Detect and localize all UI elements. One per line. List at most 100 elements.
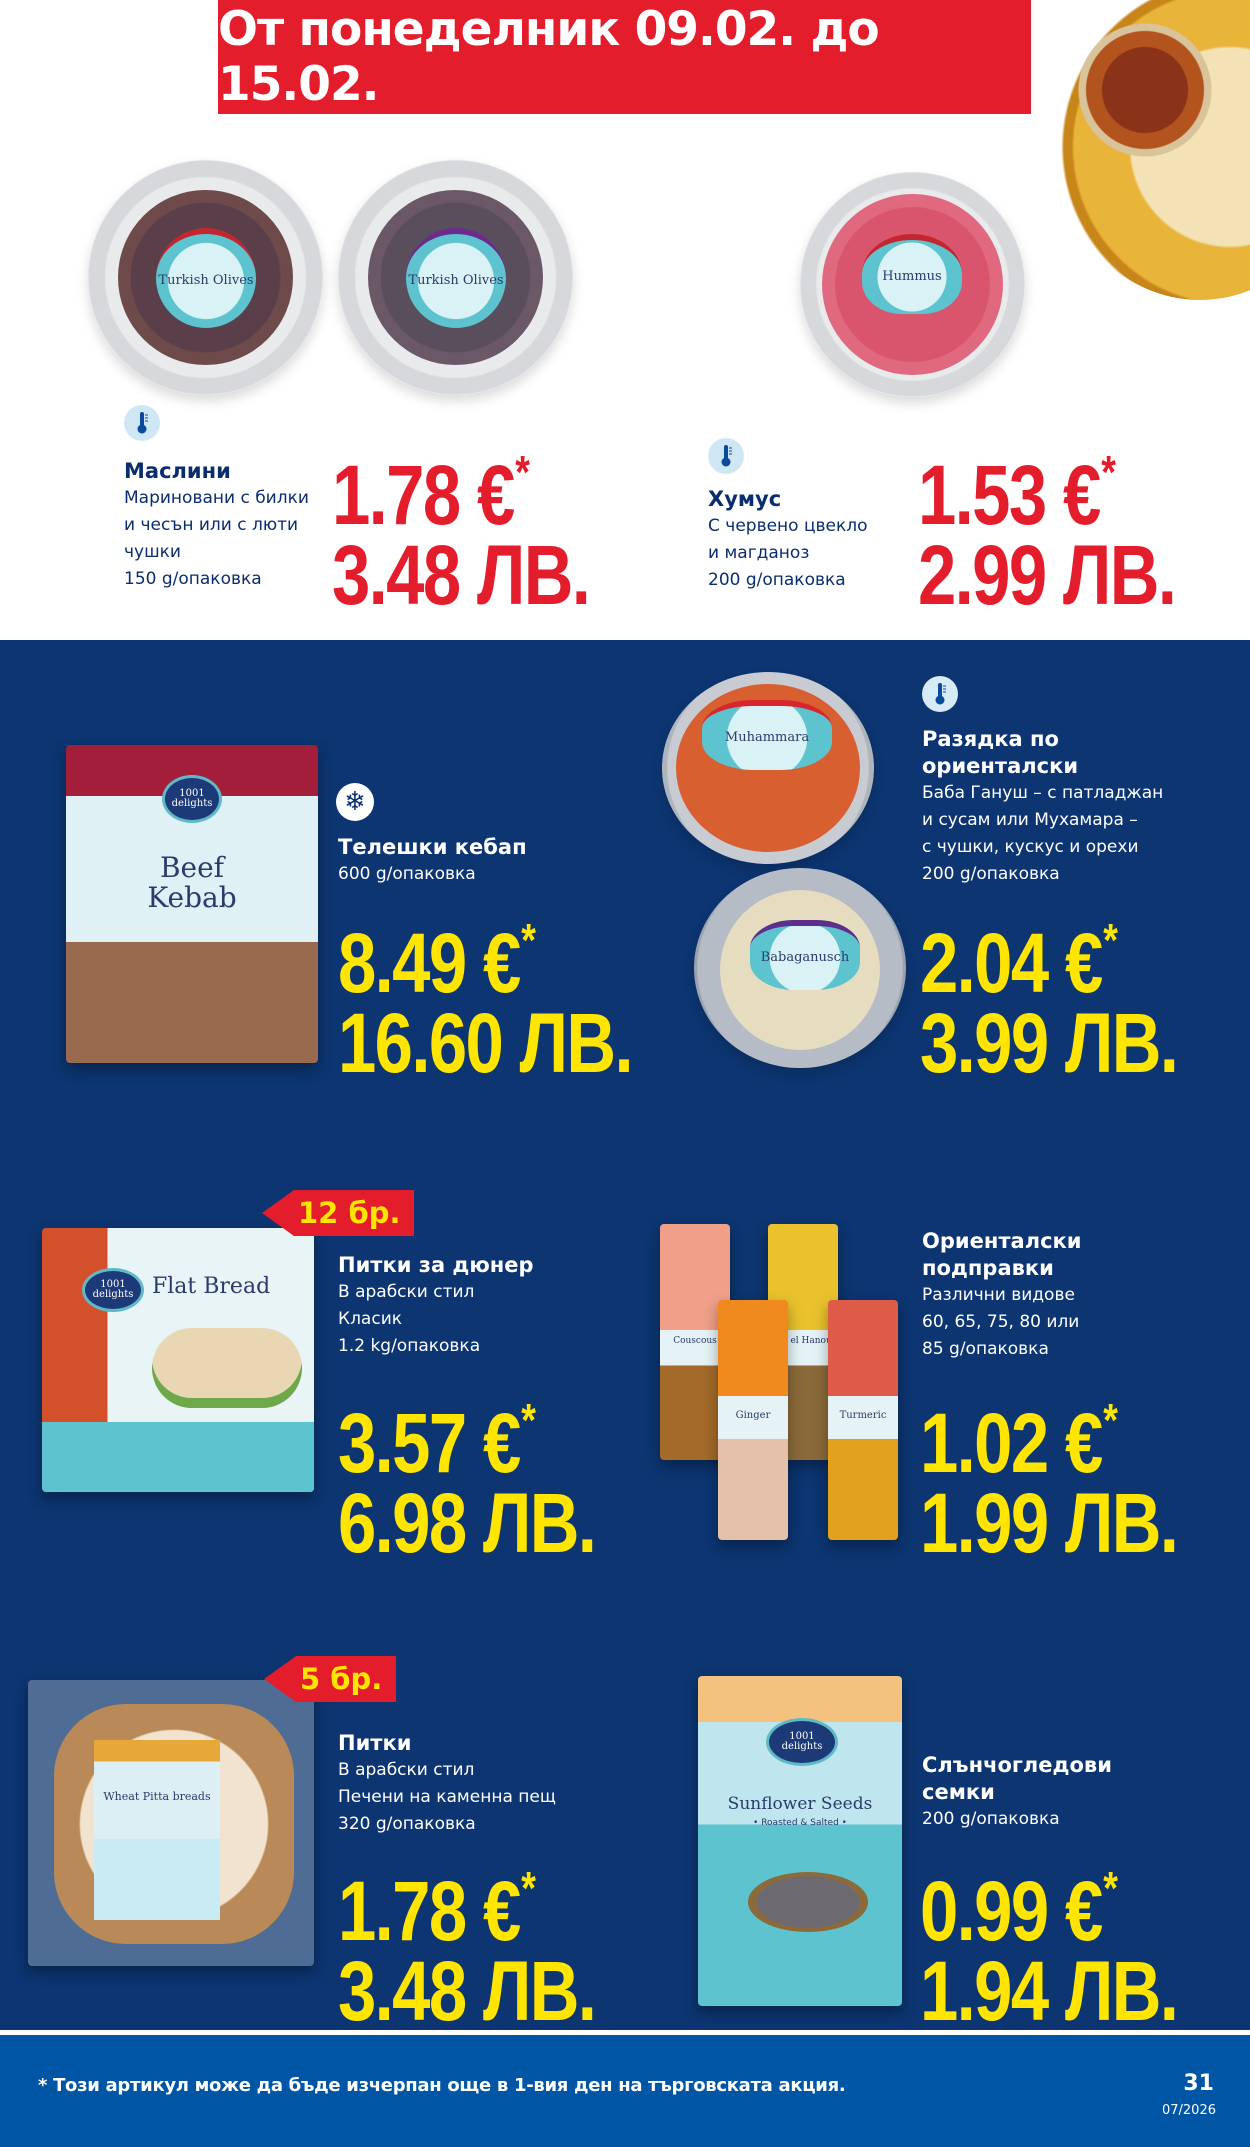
page-number: 31 <box>1183 2071 1214 2096</box>
footer-divider <box>0 2030 1250 2035</box>
product-info-olives: Маслини Мариновани с билки и чесън или с… <box>124 458 334 593</box>
price-bgn: 3.48 ЛВ. <box>338 1944 597 2038</box>
price-asterisk: * <box>521 1862 536 1914</box>
pack-title-line: Kebab <box>147 881 237 914</box>
pack-title-line: Beef <box>159 851 225 884</box>
product-name: Хумус <box>708 487 782 511</box>
olives-tub-image-hot-pepper: Turkish Olives <box>88 160 323 395</box>
price-asterisk: * <box>1101 446 1116 498</box>
price-bgn: 1.99 ЛВ. <box>920 1476 1179 1570</box>
olives-pack-label: Turkish Olives <box>408 272 504 288</box>
price-block-pita: 1.78 €* 3.48 ЛВ. <box>338 1848 597 2038</box>
pack-title: Wheat Pitta breads <box>103 1790 211 1803</box>
product-size: 200 g/опаковка <box>708 570 846 590</box>
price-bgn: 16.60 ЛВ. <box>338 996 634 1090</box>
price-bgn: 3.48 ЛВ. <box>332 528 591 622</box>
pack-subtitle: • Roasted & Salted • <box>753 1818 847 1828</box>
week-code: 07/2026 <box>1161 2103 1216 2118</box>
pack-title: Ginger <box>735 1410 771 1421</box>
product-name: Маслини <box>124 459 231 483</box>
price-asterisk: * <box>1103 1862 1118 1914</box>
sunflower-seeds-pack-image: 1001 delights Sunflower Seeds • Roasted … <box>698 1676 902 2006</box>
product-size: 320 g/опаковка <box>338 1814 476 1834</box>
product-desc-line: с чушки, кускус и орехи <box>922 837 1139 857</box>
price-asterisk: * <box>1103 1394 1118 1446</box>
product-size: 1.2 kg/опаковка <box>338 1336 481 1356</box>
price-eur: 0.99 € <box>920 1864 1103 1958</box>
pack-title: Couscous <box>673 1336 717 1346</box>
product-name: Разядка по <box>922 727 1059 751</box>
price-bgn: 6.98 ЛВ. <box>338 1476 597 1570</box>
price-asterisk: * <box>521 1394 536 1446</box>
date-banner: От понеделник 09.02. до 15.02. <box>218 0 1031 114</box>
brand-logo: 1001 delights <box>162 775 222 823</box>
product-desc-line: 60, 65, 75, 80 или <box>922 1312 1080 1332</box>
product-size: 600 g/опаковка <box>338 864 476 884</box>
product-size: 150 g/опаковка <box>124 569 262 589</box>
price-bgn: 2.99 ЛВ. <box>918 528 1177 622</box>
product-info-doner-flatbread: Питки за дюнер В арабски стил Класик 1.2… <box>338 1252 638 1360</box>
product-desc-line: С червено цвекло <box>708 516 868 536</box>
pack-title: Flat Bread <box>152 1274 271 1299</box>
quantity-badge-text: 12 бр. <box>298 1196 401 1230</box>
product-desc-line: Различни видове <box>922 1285 1075 1305</box>
product-info-oriental-dip: Разядка по ориенталски Баба Гануш – с па… <box>922 726 1242 888</box>
product-name: Питки за дюнер <box>338 1253 534 1277</box>
product-size: 200 g/опаковка <box>922 1809 1060 1829</box>
quantity-badge: 12 бр. <box>262 1190 415 1236</box>
product-desc-line: и чесън или с люти <box>124 515 299 535</box>
pack-title: Turmeric <box>839 1410 887 1421</box>
product-desc-line: чушки <box>124 542 181 562</box>
quantity-badge: 5 бр. <box>264 1656 397 1702</box>
product-name: подправки <box>922 1256 1054 1280</box>
thermometer-icon <box>124 405 160 441</box>
product-info-hummus: Хумус С червено цвекло и магданоз 200 g/… <box>708 486 918 594</box>
olives-tub-image-herbs: Turkish Olives <box>338 160 573 395</box>
hummus-pack-label: Hummus <box>882 268 942 284</box>
muhammara-tub-image: Muhammara <box>662 672 874 864</box>
price-eur: 1.02 € <box>920 1396 1103 1490</box>
product-name: ориенталски <box>922 754 1079 778</box>
product-desc-line: и сусам или Мухамара – <box>922 810 1138 830</box>
price-bgn: 1.94 ЛВ. <box>920 1944 1179 2038</box>
brand-logo: 1001 delights <box>766 1718 838 1766</box>
top-section: От понеделник 09.02. до 15.02. Turkish O… <box>0 0 1250 640</box>
footer: * Този артикул може да бъде изчерпан още… <box>0 2035 1250 2147</box>
thermometer-icon <box>708 438 744 474</box>
product-name: Слънчогледови <box>922 1753 1112 1777</box>
muhammara-pack-label: Muhammara <box>724 729 810 745</box>
product-info-pita: Питки В арабски стил Печени на каменна п… <box>338 1730 638 1838</box>
pita-pack-image: Wheat Pitta breads <box>28 1680 314 1966</box>
product-name: Ориенталски <box>922 1229 1082 1253</box>
product-desc-line: Мариновани с билки <box>124 488 309 508</box>
pack-title: Sunflower Seeds <box>727 1794 873 1814</box>
brand-logo: 1001 delights <box>82 1268 144 1312</box>
pack-title: Ras el Hanout <box>770 1336 836 1346</box>
flat-bread-pack-image: 1001 delights Flat Bread <box>42 1228 314 1492</box>
product-desc-line: и магданоз <box>708 543 810 563</box>
price-asterisk: * <box>521 914 536 966</box>
footer-disclaimer: * Този артикул може да бъде изчерпан още… <box>38 2075 846 2096</box>
price-eur: 1.78 € <box>338 1864 521 1958</box>
price-block-olives: 1.78 €* 3.48 ЛВ. <box>332 432 591 622</box>
price-eur: 2.04 € <box>920 916 1103 1010</box>
snowflake-icon: ❄ <box>336 783 374 821</box>
price-block-sunflower-seeds: 0.99 €* 1.94 ЛВ. <box>920 1848 1179 2038</box>
price-asterisk: * <box>1103 914 1118 966</box>
beef-kebab-pack-image: 1001 delights Beef Kebab <box>66 745 318 1063</box>
price-asterisk: * <box>515 446 530 498</box>
price-block-doner-flatbread: 3.57 €* 6.98 ЛВ. <box>338 1380 597 1570</box>
product-desc-line: Баба Гануш – с патладжан <box>922 783 1164 803</box>
product-desc-line: Класик <box>338 1309 403 1329</box>
price-eur: 1.78 € <box>332 448 515 542</box>
product-info-sunflower-seeds: Слънчогледови семки 200 g/опаковка <box>922 1752 1242 1833</box>
product-info-oriental-spices: Ориенталски подправки Различни видове 60… <box>922 1228 1242 1363</box>
price-block-beef-kebab: 8.49 €* 16.60 ЛВ. <box>338 900 634 1090</box>
hummus-tub-image: Hummus <box>800 172 1025 397</box>
ginger-spice-pack-image: Ginger <box>718 1300 788 1540</box>
olives-pack-label: Turkish Olives <box>158 272 254 288</box>
price-eur: 8.49 € <box>338 916 521 1010</box>
price-block-hummus: 1.53 €* 2.99 ЛВ. <box>918 432 1177 622</box>
product-size: 85 g/опаковка <box>922 1339 1049 1359</box>
product-name: Телешки кебап <box>338 835 527 859</box>
